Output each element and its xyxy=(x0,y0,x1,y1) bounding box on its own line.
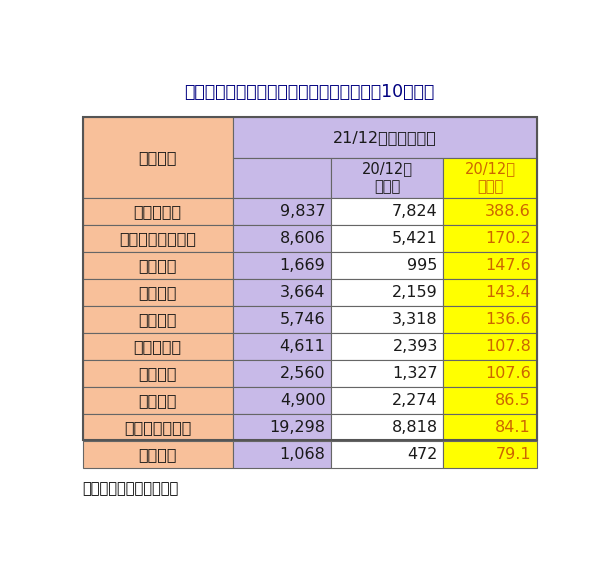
Text: 富　　山: 富 山 xyxy=(138,447,177,462)
Bar xyxy=(233,333,331,360)
Bar xyxy=(83,414,233,441)
Text: 86.5: 86.5 xyxy=(495,393,531,408)
Bar xyxy=(83,117,233,198)
Bar xyxy=(443,360,536,387)
Text: 1,327: 1,327 xyxy=(392,366,438,381)
Bar xyxy=(331,360,443,387)
Text: 19,298: 19,298 xyxy=(269,420,326,435)
Text: 琉　　球: 琉 球 xyxy=(138,393,177,408)
Text: 136.6: 136.6 xyxy=(486,312,531,327)
Bar xyxy=(83,306,233,333)
Bar xyxy=(83,387,233,414)
Bar xyxy=(443,279,536,306)
Text: 7,824: 7,824 xyxy=(392,204,438,219)
Bar xyxy=(331,279,443,306)
Bar xyxy=(83,333,233,360)
Bar xyxy=(83,279,233,306)
Bar xyxy=(83,252,233,279)
Text: 東　　邦: 東 邦 xyxy=(138,312,177,327)
Bar xyxy=(233,279,331,306)
Text: 20/12比
増加率: 20/12比 増加率 xyxy=(464,161,515,194)
Text: 79.1: 79.1 xyxy=(495,447,531,462)
Text: 8,818: 8,818 xyxy=(391,420,438,435)
Bar xyxy=(331,387,443,414)
Text: 4,611: 4,611 xyxy=(280,339,326,353)
Text: 995: 995 xyxy=(407,258,438,273)
Text: 84.1: 84.1 xyxy=(495,420,531,435)
Text: 21/12四半期純利益: 21/12四半期純利益 xyxy=(333,130,437,145)
Text: 1,068: 1,068 xyxy=(280,447,326,462)
Bar xyxy=(443,225,536,252)
Bar xyxy=(233,360,331,387)
Bar xyxy=(331,414,443,441)
Text: 2,274: 2,274 xyxy=(392,393,438,408)
Bar xyxy=(83,360,233,387)
Bar xyxy=(83,117,536,439)
Text: 388.6: 388.6 xyxy=(485,204,531,219)
Bar xyxy=(443,306,536,333)
Bar xyxy=(443,198,536,225)
Text: 170.2: 170.2 xyxy=(485,231,531,246)
Text: 百　十　四: 百 十 四 xyxy=(133,204,182,219)
Bar xyxy=(233,441,331,468)
Text: 関西みらいＦＧ: 関西みらいＦＧ xyxy=(124,420,191,435)
Text: 4,900: 4,900 xyxy=(280,393,326,408)
Bar xyxy=(443,387,536,414)
Text: （注）単位：百万円、％: （注）単位：百万円、％ xyxy=(83,481,179,496)
Text: 8,606: 8,606 xyxy=(280,231,326,246)
Text: 5,421: 5,421 xyxy=(392,231,438,246)
Bar xyxy=(233,198,331,225)
Text: 銀行名等: 銀行名等 xyxy=(138,150,177,165)
Text: 143.4: 143.4 xyxy=(486,285,531,300)
Text: 2,393: 2,393 xyxy=(393,339,438,353)
Text: 純利益額（連結ベース）増加率　地銀上位10行・社: 純利益額（連結ベース）増加率 地銀上位10行・社 xyxy=(184,83,435,101)
Text: 9,837: 9,837 xyxy=(280,204,326,219)
Bar xyxy=(443,414,536,441)
Text: 筑　　波: 筑 波 xyxy=(138,285,177,300)
Bar xyxy=(331,441,443,468)
Bar xyxy=(233,225,331,252)
Bar xyxy=(83,198,233,225)
Text: 472: 472 xyxy=(407,447,438,462)
Text: 2,560: 2,560 xyxy=(280,366,326,381)
Bar xyxy=(233,157,331,198)
Bar xyxy=(233,414,331,441)
Bar xyxy=(83,225,233,252)
Bar xyxy=(443,252,536,279)
Text: 東京きらぼしＦＧ: 東京きらぼしＦＧ xyxy=(120,231,196,246)
Text: 3,664: 3,664 xyxy=(280,285,326,300)
Text: 2,159: 2,159 xyxy=(392,285,438,300)
Bar xyxy=(331,333,443,360)
Text: みちのく: みちのく xyxy=(138,366,177,381)
Bar xyxy=(233,387,331,414)
Bar xyxy=(331,252,443,279)
Bar xyxy=(83,441,233,468)
Text: 5,746: 5,746 xyxy=(280,312,326,327)
Bar xyxy=(233,117,536,157)
Text: 107.6: 107.6 xyxy=(485,366,531,381)
Bar xyxy=(443,441,536,468)
Text: 20/12比
増加額: 20/12比 増加額 xyxy=(362,161,413,194)
Text: 東　　北: 東 北 xyxy=(138,258,177,273)
Bar xyxy=(233,252,331,279)
Bar xyxy=(331,225,443,252)
Text: 三十三ＦＧ: 三十三ＦＧ xyxy=(133,339,182,353)
Bar xyxy=(233,306,331,333)
Text: 3,318: 3,318 xyxy=(392,312,438,327)
Bar xyxy=(331,157,443,198)
Text: 147.6: 147.6 xyxy=(485,258,531,273)
Text: 1,669: 1,669 xyxy=(280,258,326,273)
Bar xyxy=(443,333,536,360)
Bar xyxy=(443,157,536,198)
Bar xyxy=(331,306,443,333)
Text: 107.8: 107.8 xyxy=(485,339,531,353)
Bar xyxy=(331,198,443,225)
